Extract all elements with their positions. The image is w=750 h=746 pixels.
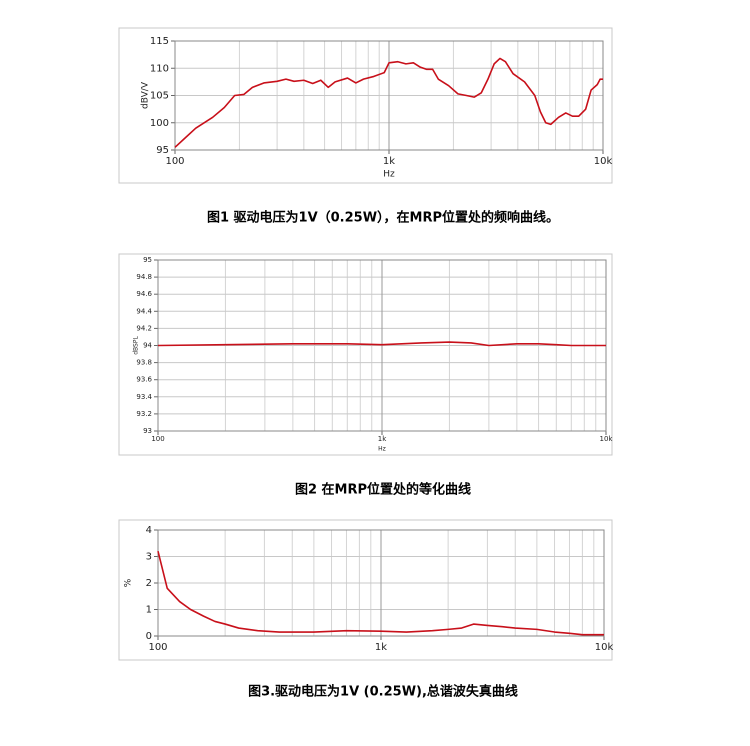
- plot-border: [174, 40, 604, 151]
- data-line: [157, 551, 604, 636]
- y-tick-label: 115: [150, 36, 169, 47]
- x-axis-label: Hz: [378, 446, 386, 453]
- y-tick-label: 3: [146, 552, 152, 563]
- y-tick-label: 105: [150, 91, 169, 102]
- x-tick-label: 10k: [600, 435, 614, 443]
- y-tick-label: 95: [156, 145, 169, 156]
- chart-frame: [118, 253, 613, 456]
- y-tick-label: 2: [146, 578, 152, 589]
- caption: 图1 驱动电压为1V（0.25W），在MRP位置处的频响曲线。: [207, 210, 559, 226]
- y-axis-label: %: [124, 578, 134, 587]
- y-axis-label: dBSPL: [133, 336, 140, 355]
- y-tick-label: 100: [150, 118, 169, 129]
- x-tick-label: 1k: [378, 435, 387, 443]
- y-tick-label: 93: [143, 427, 152, 435]
- y-tick-label: 94.8: [136, 273, 152, 281]
- x-tick-label: 10k: [595, 642, 614, 653]
- y-tick-label: 110: [150, 63, 169, 74]
- y-tick-label: 93.8: [136, 359, 152, 367]
- data-line: [157, 341, 606, 347]
- y-tick-label: 93.6: [136, 376, 152, 384]
- x-tick-label: 10k: [594, 156, 613, 167]
- y-tick-label: 94.2: [136, 324, 152, 332]
- x-tick-label: 1k: [375, 642, 387, 653]
- caption: 图2 在MRP位置处的等化曲线: [295, 482, 471, 498]
- y-tick-label: 0: [146, 631, 152, 642]
- plot-border: [157, 529, 605, 637]
- chart-frame: [118, 27, 613, 184]
- chart-frame: [118, 519, 613, 661]
- data-line: [174, 57, 603, 148]
- x-tick-label: 100: [165, 156, 184, 167]
- y-tick-label: 4: [146, 525, 152, 536]
- y-tick-label: 93.2: [136, 410, 152, 418]
- chart: 0 1 2 3 4 100 1k 10k% 图3.驱动电压为1V (0.25W),总谐波失真曲线: [118, 519, 614, 700]
- y-tick-label: 95: [143, 256, 152, 264]
- x-tick-label: 1k: [383, 156, 395, 167]
- x-axis-label: Hz: [383, 170, 395, 180]
- chart: 93 93.2 93.4 93.6 93.8 94 94.2 94.4 94.6 94.8 95 10…: [118, 253, 614, 498]
- y-tick-label: 1: [146, 605, 152, 616]
- y-axis-label: dBV/V: [141, 81, 151, 109]
- y-tick-label: 94.6: [136, 290, 152, 298]
- y-tick-label: 94: [143, 342, 152, 350]
- x-tick-label: 100: [151, 435, 164, 443]
- caption: 图3.驱动电压为1V (0.25W),总谐波失真曲线: [248, 684, 518, 700]
- x-tick-label: 100: [148, 642, 167, 653]
- y-tick-label: 94.4: [136, 307, 152, 315]
- y-tick-label: 93.4: [136, 393, 152, 401]
